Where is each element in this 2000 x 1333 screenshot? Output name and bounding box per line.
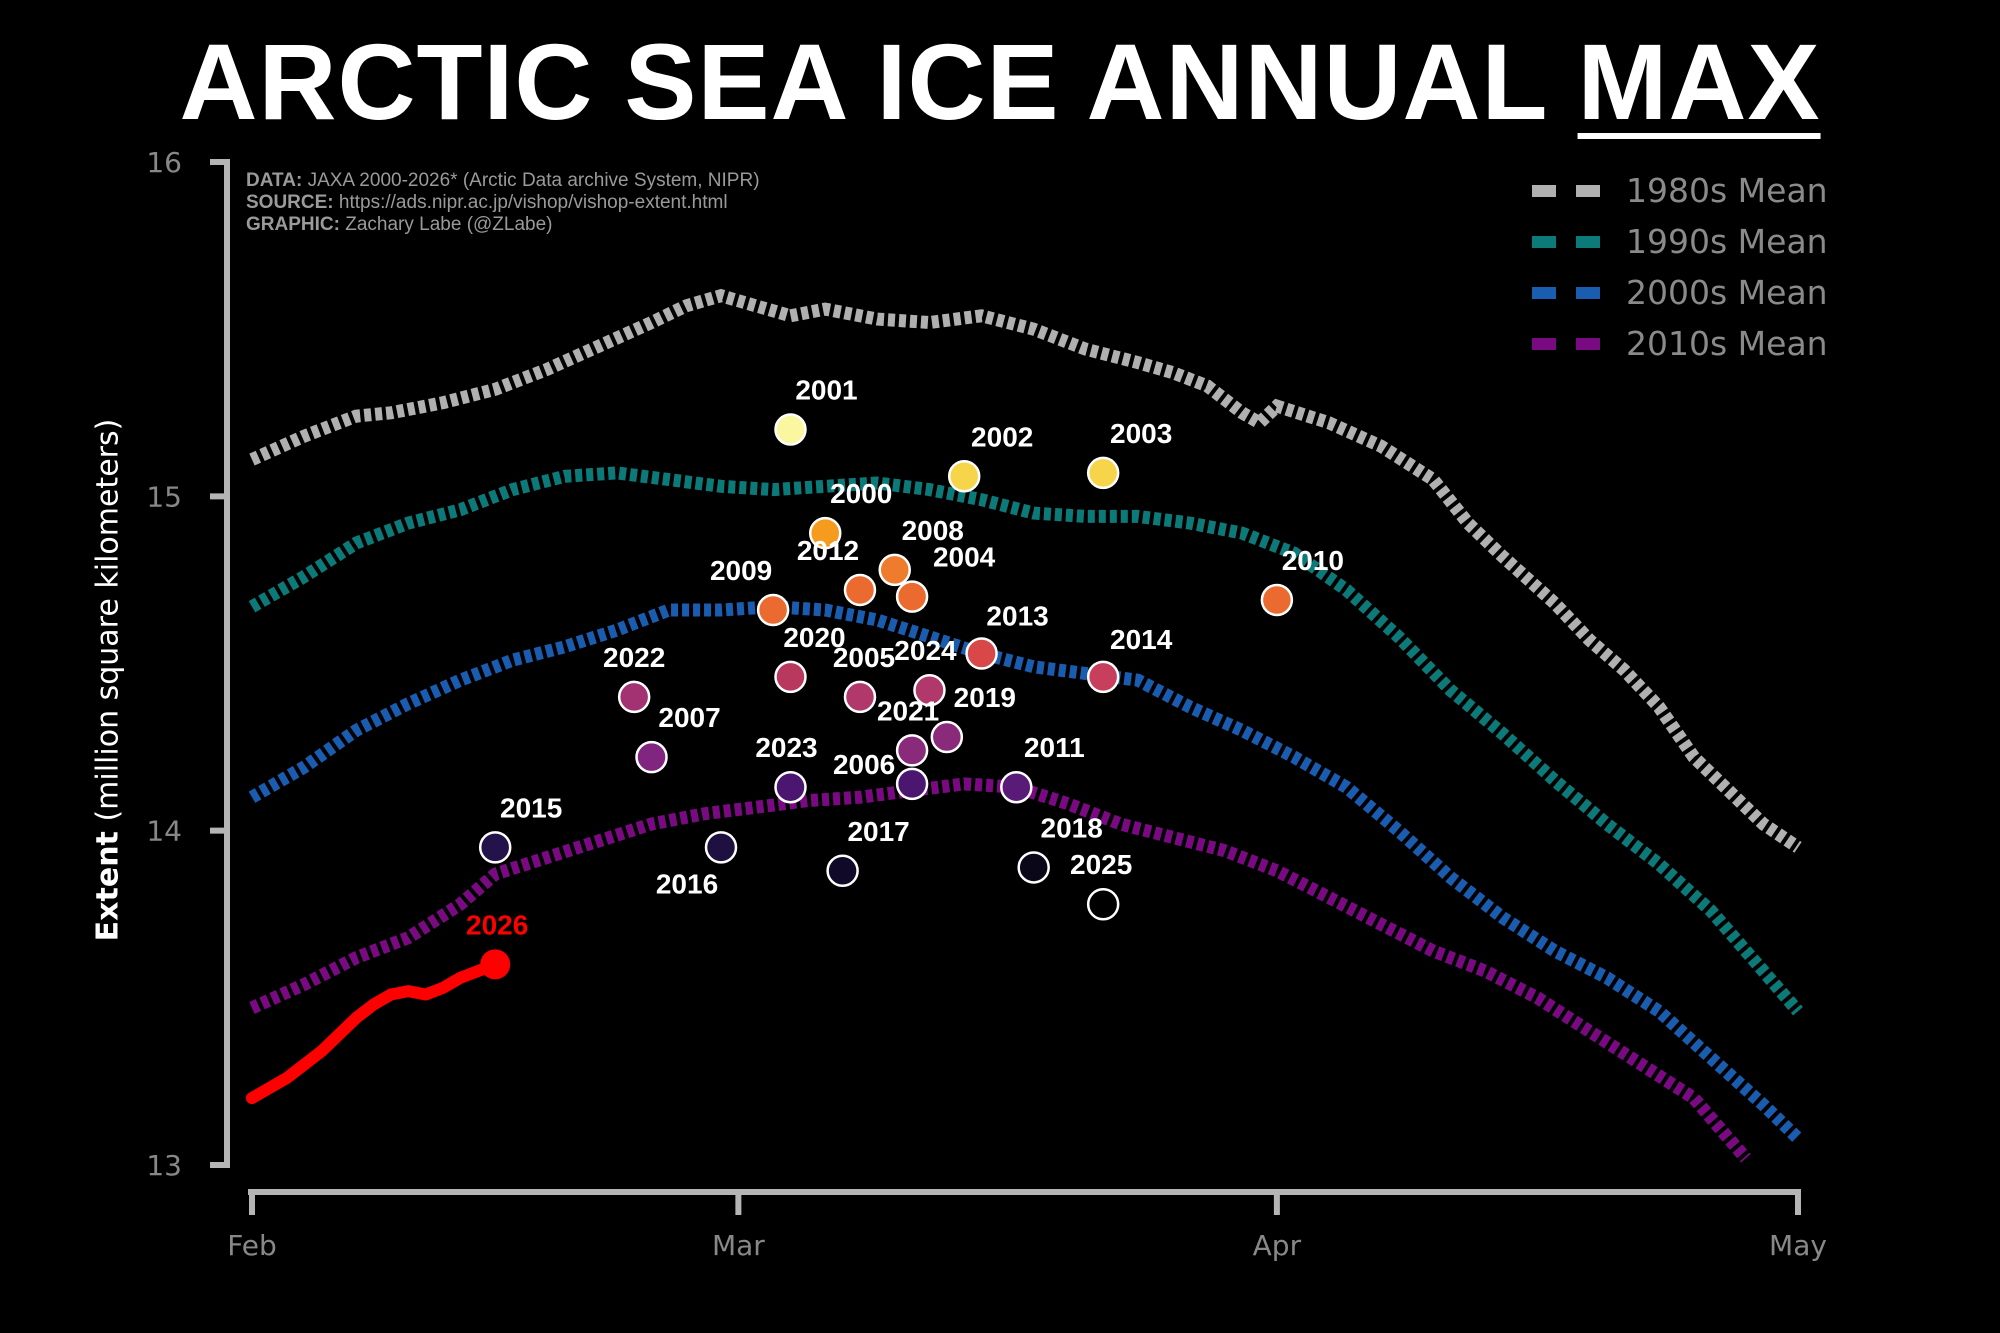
credit-graphic-label: GRAPHIC: — [246, 214, 340, 235]
x-tick-label: Feb — [227, 1229, 277, 1262]
max-point-2023 — [774, 770, 807, 804]
legend-swatch-1980s — [1532, 184, 1600, 197]
y-tick-label: 15 — [146, 480, 182, 513]
series-line-1980s-mean — [249, 288, 1802, 853]
legend-swatch-1990s — [1532, 235, 1600, 248]
max-label-2015: 2015 — [500, 792, 562, 823]
current-year-point — [480, 949, 511, 980]
y-tick-label: 16 — [146, 146, 182, 179]
max-label-2004: 2004 — [933, 542, 996, 573]
max-point-2008 — [878, 553, 911, 587]
credit-source-label: SOURCE: — [246, 192, 334, 213]
max-label-2012: 2012 — [797, 535, 859, 566]
title-main: ARCTIC SEA ICE ANNUAL — [179, 21, 1578, 142]
max-label-2019: 2019 — [954, 682, 1016, 713]
max-point-2024 — [913, 673, 946, 707]
max-label-2003: 2003 — [1110, 418, 1172, 449]
max-point-2001 — [774, 413, 807, 446]
max-point-2011 — [1000, 770, 1033, 804]
max-label-2008: 2008 — [902, 515, 964, 546]
chart-title: ARCTIC SEA ICE ANNUAL MAX — [0, 28, 2000, 136]
legend-label-1990s: 1990s Mean — [1626, 222, 1828, 261]
credit-data-text: JAXA 2000-2026* (Arctic Data archive Sys… — [307, 170, 760, 191]
max-point-2014 — [1086, 660, 1120, 694]
max-label-2021: 2021 — [877, 695, 939, 726]
max-point-2010 — [1260, 583, 1294, 617]
max-point-2021 — [895, 734, 929, 767]
max-point-2015 — [478, 831, 512, 864]
max-point-2009 — [756, 593, 790, 627]
legend-item-2000s: 2000s Mean — [1532, 267, 1828, 318]
max-label-2024: 2024 — [894, 635, 957, 666]
max-point-2003 — [1086, 456, 1120, 490]
max-label-2000: 2000 — [830, 478, 892, 509]
x-tick-label: May — [1769, 1229, 1827, 1262]
series-layer: 2026 — [246, 288, 1803, 1163]
max-point-2018 — [1017, 851, 1050, 884]
max-label-2016: 2016 — [656, 868, 718, 899]
max-point-2019 — [930, 720, 964, 754]
credit-source-text: https://ads.nipr.ac.jp/vishop/vishop-ext… — [338, 192, 728, 213]
max-point-2020 — [774, 660, 807, 694]
legend-swatch-2010s — [1532, 337, 1600, 350]
title-underlined: MAX — [1577, 21, 1821, 142]
max-point-2025 — [1086, 887, 1120, 921]
max-point-2007 — [635, 740, 668, 774]
series-line-2026 — [246, 958, 502, 1105]
max-point-2002 — [947, 460, 981, 493]
credit-source: SOURCE: https://ads.nipr.ac.jp/vishop/vi… — [246, 192, 760, 214]
max-point-2022 — [617, 680, 651, 714]
max-label-2011: 2011 — [1024, 732, 1085, 763]
max-point-2000 — [808, 516, 842, 550]
max-point-2006 — [895, 767, 929, 801]
max-label-2001: 2001 — [795, 374, 857, 405]
max-label-2025: 2025 — [1070, 849, 1132, 880]
legend: 1980s Mean 1990s Mean 2000s Mean 2010s M… — [1532, 165, 1828, 369]
max-label-2007: 2007 — [658, 702, 720, 733]
max-label-2018: 2018 — [1041, 812, 1103, 843]
x-tick-label: Apr — [1253, 1229, 1302, 1262]
legend-label-1980s: 1980s Mean — [1626, 171, 1828, 210]
legend-item-2010s: 2010s Mean — [1532, 318, 1828, 369]
max-label-2009: 2009 — [710, 555, 772, 586]
max-label-2006: 2006 — [833, 749, 895, 780]
legend-item-1990s: 1990s Mean — [1532, 216, 1828, 267]
max-label-2017: 2017 — [847, 816, 909, 847]
max-label-2022: 2022 — [603, 642, 665, 673]
series-line-2010s-mean — [249, 777, 1751, 1163]
y-tick-label: 14 — [146, 815, 182, 848]
credit-graphic: GRAPHIC: Zachary Labe (@ZLabe) — [246, 214, 760, 236]
legend-label-2000s: 2000s Mean — [1626, 273, 1828, 312]
max-point-2017 — [826, 854, 859, 888]
current-year-label: 2026 — [466, 909, 528, 940]
max-label-2002: 2002 — [971, 421, 1033, 452]
y-tick-label: 13 — [146, 1149, 182, 1182]
max-point-2005 — [843, 680, 877, 714]
maxima-points-layer: 2001 2002 2003 2000 2008 2012 2004 2009 2010 2013… — [478, 374, 1344, 921]
x-tick-label: Mar — [712, 1229, 765, 1262]
credit-data: DATA: JAXA 2000-2026* (Arctic Data archi… — [246, 170, 760, 192]
max-label-2005: 2005 — [833, 642, 895, 673]
max-label-2010: 2010 — [1282, 545, 1344, 576]
max-label-2023: 2023 — [755, 732, 817, 763]
max-point-2012 — [843, 573, 877, 607]
legend-item-1980s: 1980s Mean — [1532, 165, 1828, 216]
max-point-2016 — [704, 831, 738, 864]
axes: 13 14 15 16 Feb Mar Apr May — [146, 146, 1827, 1262]
max-label-2020: 2020 — [783, 622, 845, 653]
legend-label-2010s: 2010s Mean — [1626, 324, 1828, 363]
legend-swatch-2000s — [1532, 286, 1600, 299]
credits-block: DATA: JAXA 2000-2026* (Arctic Data archi… — [246, 170, 760, 236]
credit-graphic-text: Zachary Labe (@ZLabe) — [345, 214, 553, 235]
max-point-2004 — [895, 580, 929, 613]
max-label-2014: 2014 — [1110, 624, 1173, 655]
max-point-2013 — [965, 637, 998, 670]
max-label-2013: 2013 — [986, 600, 1048, 631]
series-line-1990s-mean — [248, 466, 1803, 1016]
credit-data-label: DATA: — [246, 170, 303, 191]
